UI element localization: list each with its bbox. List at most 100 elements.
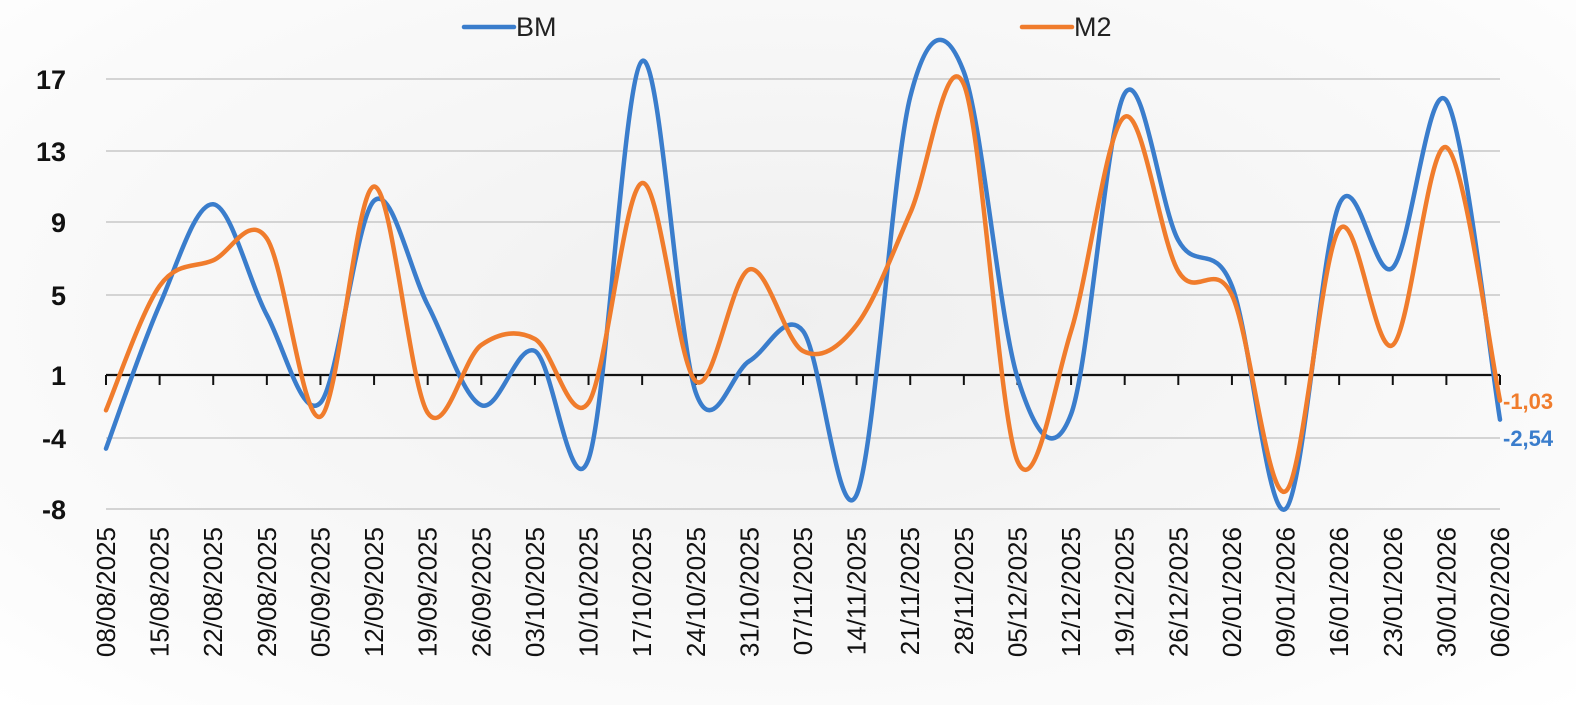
- y-tick-label: -8: [42, 495, 66, 525]
- x-axis-tick-labels: 08/08/2025 15/08/2025 22/08/2025 29/08/2025…: [91, 527, 1515, 657]
- legend-label: M2: [1074, 12, 1112, 42]
- data-point-bm: [158, 303, 162, 307]
- data-point-bm: [640, 59, 644, 63]
- data-point-bm: [908, 95, 912, 99]
- y-tick-label: 13: [36, 137, 66, 167]
- data-point-m2: [855, 323, 859, 327]
- data-point-m2: [265, 236, 269, 240]
- data-point-m2: [1498, 399, 1502, 403]
- data-point-bm: [211, 202, 215, 206]
- data-point-m2: [962, 82, 966, 86]
- series-lines: [103, 37, 1503, 512]
- data-point-m2: [158, 284, 162, 288]
- y-tick-label: 17: [36, 65, 66, 95]
- data-point-m2: [533, 337, 537, 341]
- legend: BM M2: [461, 12, 1112, 42]
- data-point-bm: [1444, 99, 1448, 103]
- end-value-labels: -1,03 -2,54: [1503, 389, 1554, 451]
- x-axis: [105, 373, 1501, 385]
- x-tick-label: 28/11/2025: [949, 527, 979, 655]
- data-point-bm: [747, 359, 751, 363]
- data-point-m2: [694, 379, 698, 383]
- x-tick-label: 17/10/2025: [627, 527, 657, 657]
- x-tick-label: 30/01/2026: [1431, 527, 1461, 657]
- x-tick-label: 12/09/2025: [359, 527, 389, 657]
- end-value-label: -1,03: [1503, 389, 1553, 414]
- data-point-bm: [694, 391, 698, 395]
- series-line-m2: [103, 74, 1503, 494]
- x-tick-label: 26/09/2025: [466, 527, 496, 657]
- data-point-bm: [1176, 238, 1180, 242]
- x-tick-label: 05/09/2025: [305, 527, 335, 657]
- data-point-m2: [1176, 269, 1180, 273]
- data-point-bm: [855, 493, 859, 497]
- y-tick-label: 1: [51, 361, 66, 391]
- x-tick-label: 26/12/2025: [1163, 527, 1193, 657]
- data-point-m2: [1015, 459, 1019, 463]
- x-tick-label: 07/11/2025: [788, 527, 818, 655]
- data-point-bm: [533, 349, 537, 353]
- end-value-label: -2,54: [1503, 426, 1554, 451]
- data-point-bm: [962, 70, 966, 74]
- data-point-m2: [479, 343, 483, 347]
- data-point-bm: [479, 403, 483, 407]
- x-tick-label: 22/08/2025: [198, 527, 228, 657]
- x-tick-label: 29/08/2025: [252, 527, 282, 657]
- data-point-m2: [318, 415, 322, 419]
- x-tick-label: 02/01/2026: [1217, 527, 1247, 657]
- x-tick-label: 15/08/2025: [145, 527, 175, 657]
- data-point-bm: [1337, 202, 1341, 206]
- data-point-bm: [1069, 412, 1073, 416]
- data-point-bm: [1015, 376, 1019, 380]
- data-point-m2: [372, 185, 376, 189]
- data-point-bm: [1284, 507, 1288, 511]
- series-line-bm: [103, 37, 1503, 512]
- data-point-bm: [587, 457, 591, 461]
- x-tick-label: 08/08/2025: [91, 527, 121, 657]
- data-point-m2: [640, 181, 644, 185]
- data-point-m2: [104, 408, 108, 412]
- data-point-m2: [1123, 115, 1127, 119]
- x-tick-label: 14/11/2025: [842, 527, 872, 655]
- data-point-bm: [318, 401, 322, 405]
- legend-entry-bm: BM: [461, 12, 557, 42]
- data-point-bm: [104, 447, 108, 451]
- data-point-bm: [372, 199, 376, 203]
- x-tick-label: 23/01/2026: [1378, 527, 1408, 657]
- data-point-bm: [1230, 284, 1234, 288]
- data-point-m2: [1337, 227, 1341, 231]
- data-point-m2: [747, 267, 751, 271]
- x-tick-label: 24/10/2025: [681, 527, 711, 657]
- x-tick-label: 19/12/2025: [1110, 527, 1140, 657]
- data-point-m2: [1230, 293, 1234, 297]
- x-tick-label: 21/11/2025: [895, 527, 925, 655]
- data-point-m2: [587, 401, 591, 405]
- data-point-bm: [265, 313, 269, 317]
- y-tick-label: 9: [51, 208, 66, 238]
- legend-label: BM: [516, 12, 557, 42]
- x-tick-label: 05/12/2025: [1002, 527, 1032, 657]
- data-point-m2: [211, 258, 215, 262]
- data-point-m2: [1284, 489, 1288, 493]
- x-tick-label: 03/10/2025: [520, 527, 550, 657]
- x-tick-label: 06/02/2026: [1485, 527, 1515, 657]
- y-tick-label: 5: [51, 281, 66, 311]
- data-point-bm: [1498, 418, 1502, 422]
- data-point-m2: [426, 411, 430, 415]
- data-point-bm: [801, 329, 805, 333]
- data-point-bm: [1123, 91, 1127, 95]
- data-point-m2: [908, 211, 912, 215]
- y-tick-label: -4: [42, 424, 66, 454]
- x-tick-label: 12/12/2025: [1056, 527, 1086, 657]
- data-point-m2: [1391, 343, 1395, 347]
- x-tick-label: 10/10/2025: [574, 527, 604, 657]
- y-axis-tick-labels: 17 13 9 5 1 -4 -8: [36, 65, 66, 525]
- x-tick-label: 19/09/2025: [413, 527, 443, 657]
- x-tick-label: 09/01/2026: [1271, 527, 1301, 657]
- data-point-bm: [426, 303, 430, 307]
- gridlines: [106, 78, 1500, 510]
- data-point-m2: [1444, 145, 1448, 149]
- data-point-m2: [1069, 329, 1073, 333]
